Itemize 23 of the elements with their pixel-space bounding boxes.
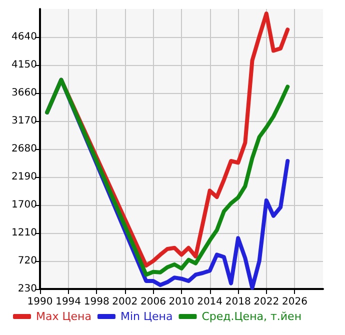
y-tick-label: 1210: [12, 228, 37, 238]
y-tick-label: 1700: [12, 200, 37, 210]
x-tick-label: 2022: [254, 296, 280, 308]
legend-label: Сред.Цена, т.йен: [202, 310, 302, 323]
y-tick-label: 2680: [12, 144, 37, 154]
x-tick-label: 2014: [197, 296, 223, 308]
y-tick-label: 230: [18, 284, 37, 294]
y-tick-label: 3660: [12, 88, 37, 98]
x-tick-label: 1994: [56, 296, 82, 308]
y-tick-label: 4640: [12, 32, 37, 42]
y-tick-label: 720: [18, 256, 37, 266]
y-tick-label: 3170: [12, 116, 37, 126]
x-tick-label: 2006: [140, 296, 166, 308]
y-tick-label: 4150: [12, 60, 37, 70]
legend-label: Max Цена: [36, 310, 92, 323]
x-tick-label: 2026: [282, 296, 308, 308]
x-tick-label: 1990: [27, 296, 53, 308]
x-tick-label: 2018: [225, 296, 251, 308]
x-tick-label: 1998: [84, 296, 110, 308]
x-tick-label: 2010: [168, 296, 194, 308]
x-tick-label: 2002: [112, 296, 138, 308]
y-tick-label: 2190: [12, 172, 37, 182]
legend-label: Min Цена: [120, 310, 173, 323]
